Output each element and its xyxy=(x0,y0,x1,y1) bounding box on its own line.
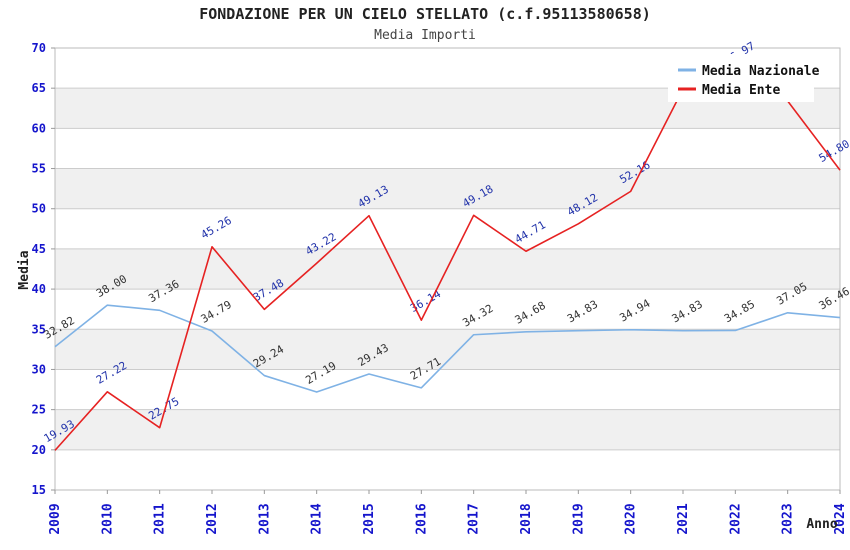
plot-band xyxy=(55,329,840,370)
y-tick-label: 60 xyxy=(32,121,46,135)
x-tick-label: 2024 xyxy=(833,503,848,534)
y-tick-label: 70 xyxy=(32,41,46,55)
legend-box xyxy=(668,54,814,102)
x-tick-label: 2019 xyxy=(571,503,586,534)
x-tick-label: 2009 xyxy=(48,503,63,534)
y-tick-label: 45 xyxy=(32,242,46,256)
y-tick-label: 20 xyxy=(32,443,46,457)
plot-band xyxy=(55,409,840,450)
plot-band xyxy=(55,168,840,209)
y-axis-title: Media xyxy=(17,250,32,289)
x-tick-label: 2020 xyxy=(624,503,639,534)
y-tick-label: 25 xyxy=(32,403,46,417)
x-tick-label: 2015 xyxy=(362,503,377,534)
plot-band xyxy=(55,449,840,490)
x-tick-label: 2016 xyxy=(414,503,429,534)
x-axis-title: Anno xyxy=(806,517,837,532)
y-tick-label: 50 xyxy=(32,202,46,216)
plot-band xyxy=(55,289,840,330)
x-tick-label: 2018 xyxy=(519,503,534,534)
plot-band xyxy=(55,128,840,169)
series-line-media-nazionale xyxy=(54,304,841,393)
x-tick-label: 2011 xyxy=(153,503,168,534)
x-tick-label: 2022 xyxy=(728,503,743,534)
chart-title: FONDAZIONE PER UN CIELO STELLATO (c.f.95… xyxy=(199,5,651,23)
plot-band xyxy=(55,208,840,249)
x-tick-label: 2023 xyxy=(781,503,796,534)
x-tick-label: 2021 xyxy=(676,503,691,534)
x-tick-label: 2013 xyxy=(257,503,272,534)
x-tick-label: 2012 xyxy=(205,503,220,534)
plot-border xyxy=(54,47,841,491)
chart-plot-area: 15 20 25 30 35 40 45 50 55 60 65 70 2009 2010 2011 2012… xyxy=(32,39,850,534)
y-tick-label: 15 xyxy=(32,483,46,497)
y-tick-label: 40 xyxy=(32,282,46,296)
legend-label-media-nazionale: Media Nazionale xyxy=(702,64,820,79)
y-tick-label: 30 xyxy=(32,362,46,376)
x-tick-label: 2014 xyxy=(310,503,325,534)
y-tick-label: 55 xyxy=(32,162,46,176)
legend-label-media-ente: Media Ente xyxy=(702,83,780,98)
y-tick-label: 35 xyxy=(32,322,46,336)
plot-band xyxy=(55,369,840,410)
y-tick-label: 65 xyxy=(32,81,46,95)
chart-subtitle: Media Importi xyxy=(374,28,476,43)
x-tick-label: 2017 xyxy=(467,503,482,534)
x-tick-label: 2010 xyxy=(100,503,115,534)
